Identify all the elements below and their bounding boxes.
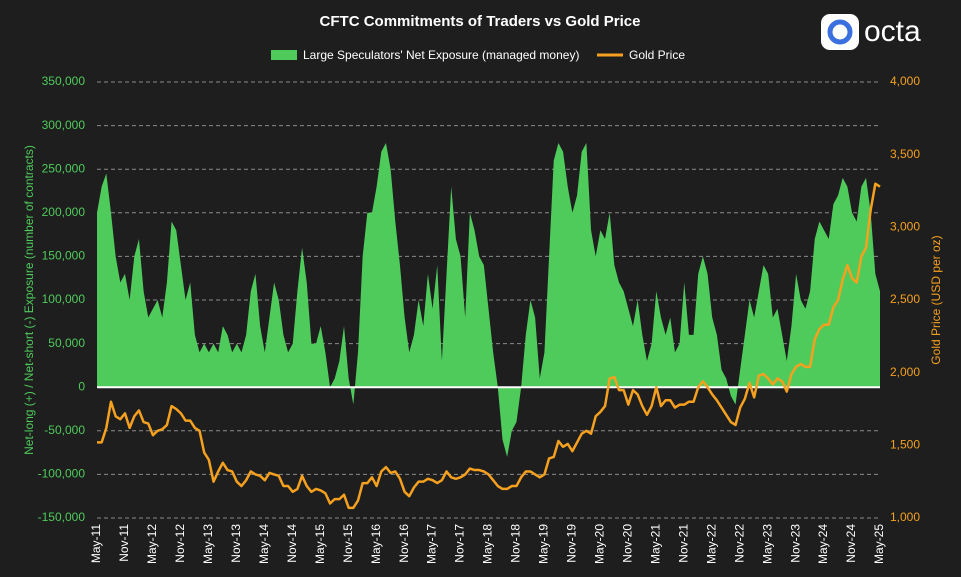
x-tick-label: Nov-12 bbox=[173, 524, 187, 563]
y-tick-label: -100,000 bbox=[38, 467, 86, 481]
x-tick-label: May-15 bbox=[313, 524, 327, 564]
net-exposure-area bbox=[97, 143, 880, 457]
x-tick-label: Nov-13 bbox=[229, 524, 243, 563]
y-tick-label: 200,000 bbox=[42, 205, 86, 219]
x-tick-label: May-22 bbox=[704, 524, 718, 564]
x-tick-label: Nov-18 bbox=[509, 524, 523, 563]
y-tick-label: 350,000 bbox=[42, 74, 86, 88]
x-tick-label: Nov-19 bbox=[565, 524, 579, 563]
x-tick-label: May-17 bbox=[425, 524, 439, 564]
x-tick-label: May-18 bbox=[481, 524, 495, 564]
y2-tick-label: 2,000 bbox=[890, 365, 920, 379]
y2-tick-label: 4,000 bbox=[890, 74, 920, 88]
y-tick-label: 150,000 bbox=[42, 249, 86, 263]
x-tick-label: May-12 bbox=[145, 524, 159, 564]
x-tick-label: May-16 bbox=[369, 524, 383, 564]
y2-axis-label: Gold Price (USD per oz) bbox=[929, 235, 943, 364]
x-tick-label: Nov-11 bbox=[117, 524, 131, 562]
x-tick-label: May-19 bbox=[537, 524, 551, 564]
y-tick-label: 0 bbox=[78, 379, 85, 393]
x-tick-label: Nov-23 bbox=[788, 524, 802, 563]
x-tick-label: May-14 bbox=[257, 524, 271, 564]
y2-tick-label: 3,000 bbox=[890, 220, 920, 234]
x-tick-label: Nov-24 bbox=[844, 524, 858, 563]
x-tick-label: Nov-14 bbox=[285, 524, 299, 563]
legend-label: Large Speculators' Net Exposure (managed… bbox=[303, 48, 579, 62]
x-tick-label: May-21 bbox=[648, 524, 662, 564]
x-tick-label: Nov-21 bbox=[676, 524, 690, 563]
legend-label: Gold Price bbox=[629, 48, 685, 62]
y2-tick-label: 3,500 bbox=[890, 147, 920, 161]
x-tick-label: Nov-16 bbox=[397, 524, 411, 563]
x-tick-label: May-13 bbox=[201, 524, 215, 564]
logo-ring bbox=[827, 19, 853, 45]
brand-logo: octa bbox=[821, 14, 921, 50]
x-tick-label: May-24 bbox=[816, 524, 830, 564]
x-tick-label: Nov-22 bbox=[732, 524, 746, 563]
x-tick-label: Nov-20 bbox=[620, 524, 634, 563]
x-tick-label: May-11 bbox=[89, 524, 103, 563]
x-tick-label: Nov-15 bbox=[341, 524, 355, 563]
y-tick-label: -50,000 bbox=[44, 423, 85, 437]
y2-tick-label: 1,000 bbox=[890, 510, 920, 524]
y2-tick-label: 1,500 bbox=[890, 438, 920, 452]
x-tick-label: Nov-17 bbox=[453, 524, 467, 563]
y-tick-label: 50,000 bbox=[48, 336, 85, 350]
y-tick-label: 250,000 bbox=[42, 161, 86, 175]
gold-price-line bbox=[97, 182, 881, 510]
y2-tick-label: 2,500 bbox=[890, 292, 920, 306]
brand-name: octa bbox=[864, 15, 921, 48]
x-tick-label: May-23 bbox=[760, 524, 774, 564]
legend-swatch bbox=[271, 50, 297, 60]
x-tick-label: May-25 bbox=[872, 524, 886, 564]
y-axis-label: Net-long (+) / Net-short (-) Exposure (n… bbox=[22, 145, 36, 455]
y-tick-label: 100,000 bbox=[42, 292, 86, 306]
y-tick-label: -150,000 bbox=[38, 510, 86, 524]
x-tick-label: May-20 bbox=[593, 524, 607, 564]
y-tick-label: 300,000 bbox=[42, 118, 86, 132]
logo-icon bbox=[821, 14, 859, 50]
chart-title: CFTC Commitments of Traders vs Gold Pric… bbox=[320, 13, 641, 30]
